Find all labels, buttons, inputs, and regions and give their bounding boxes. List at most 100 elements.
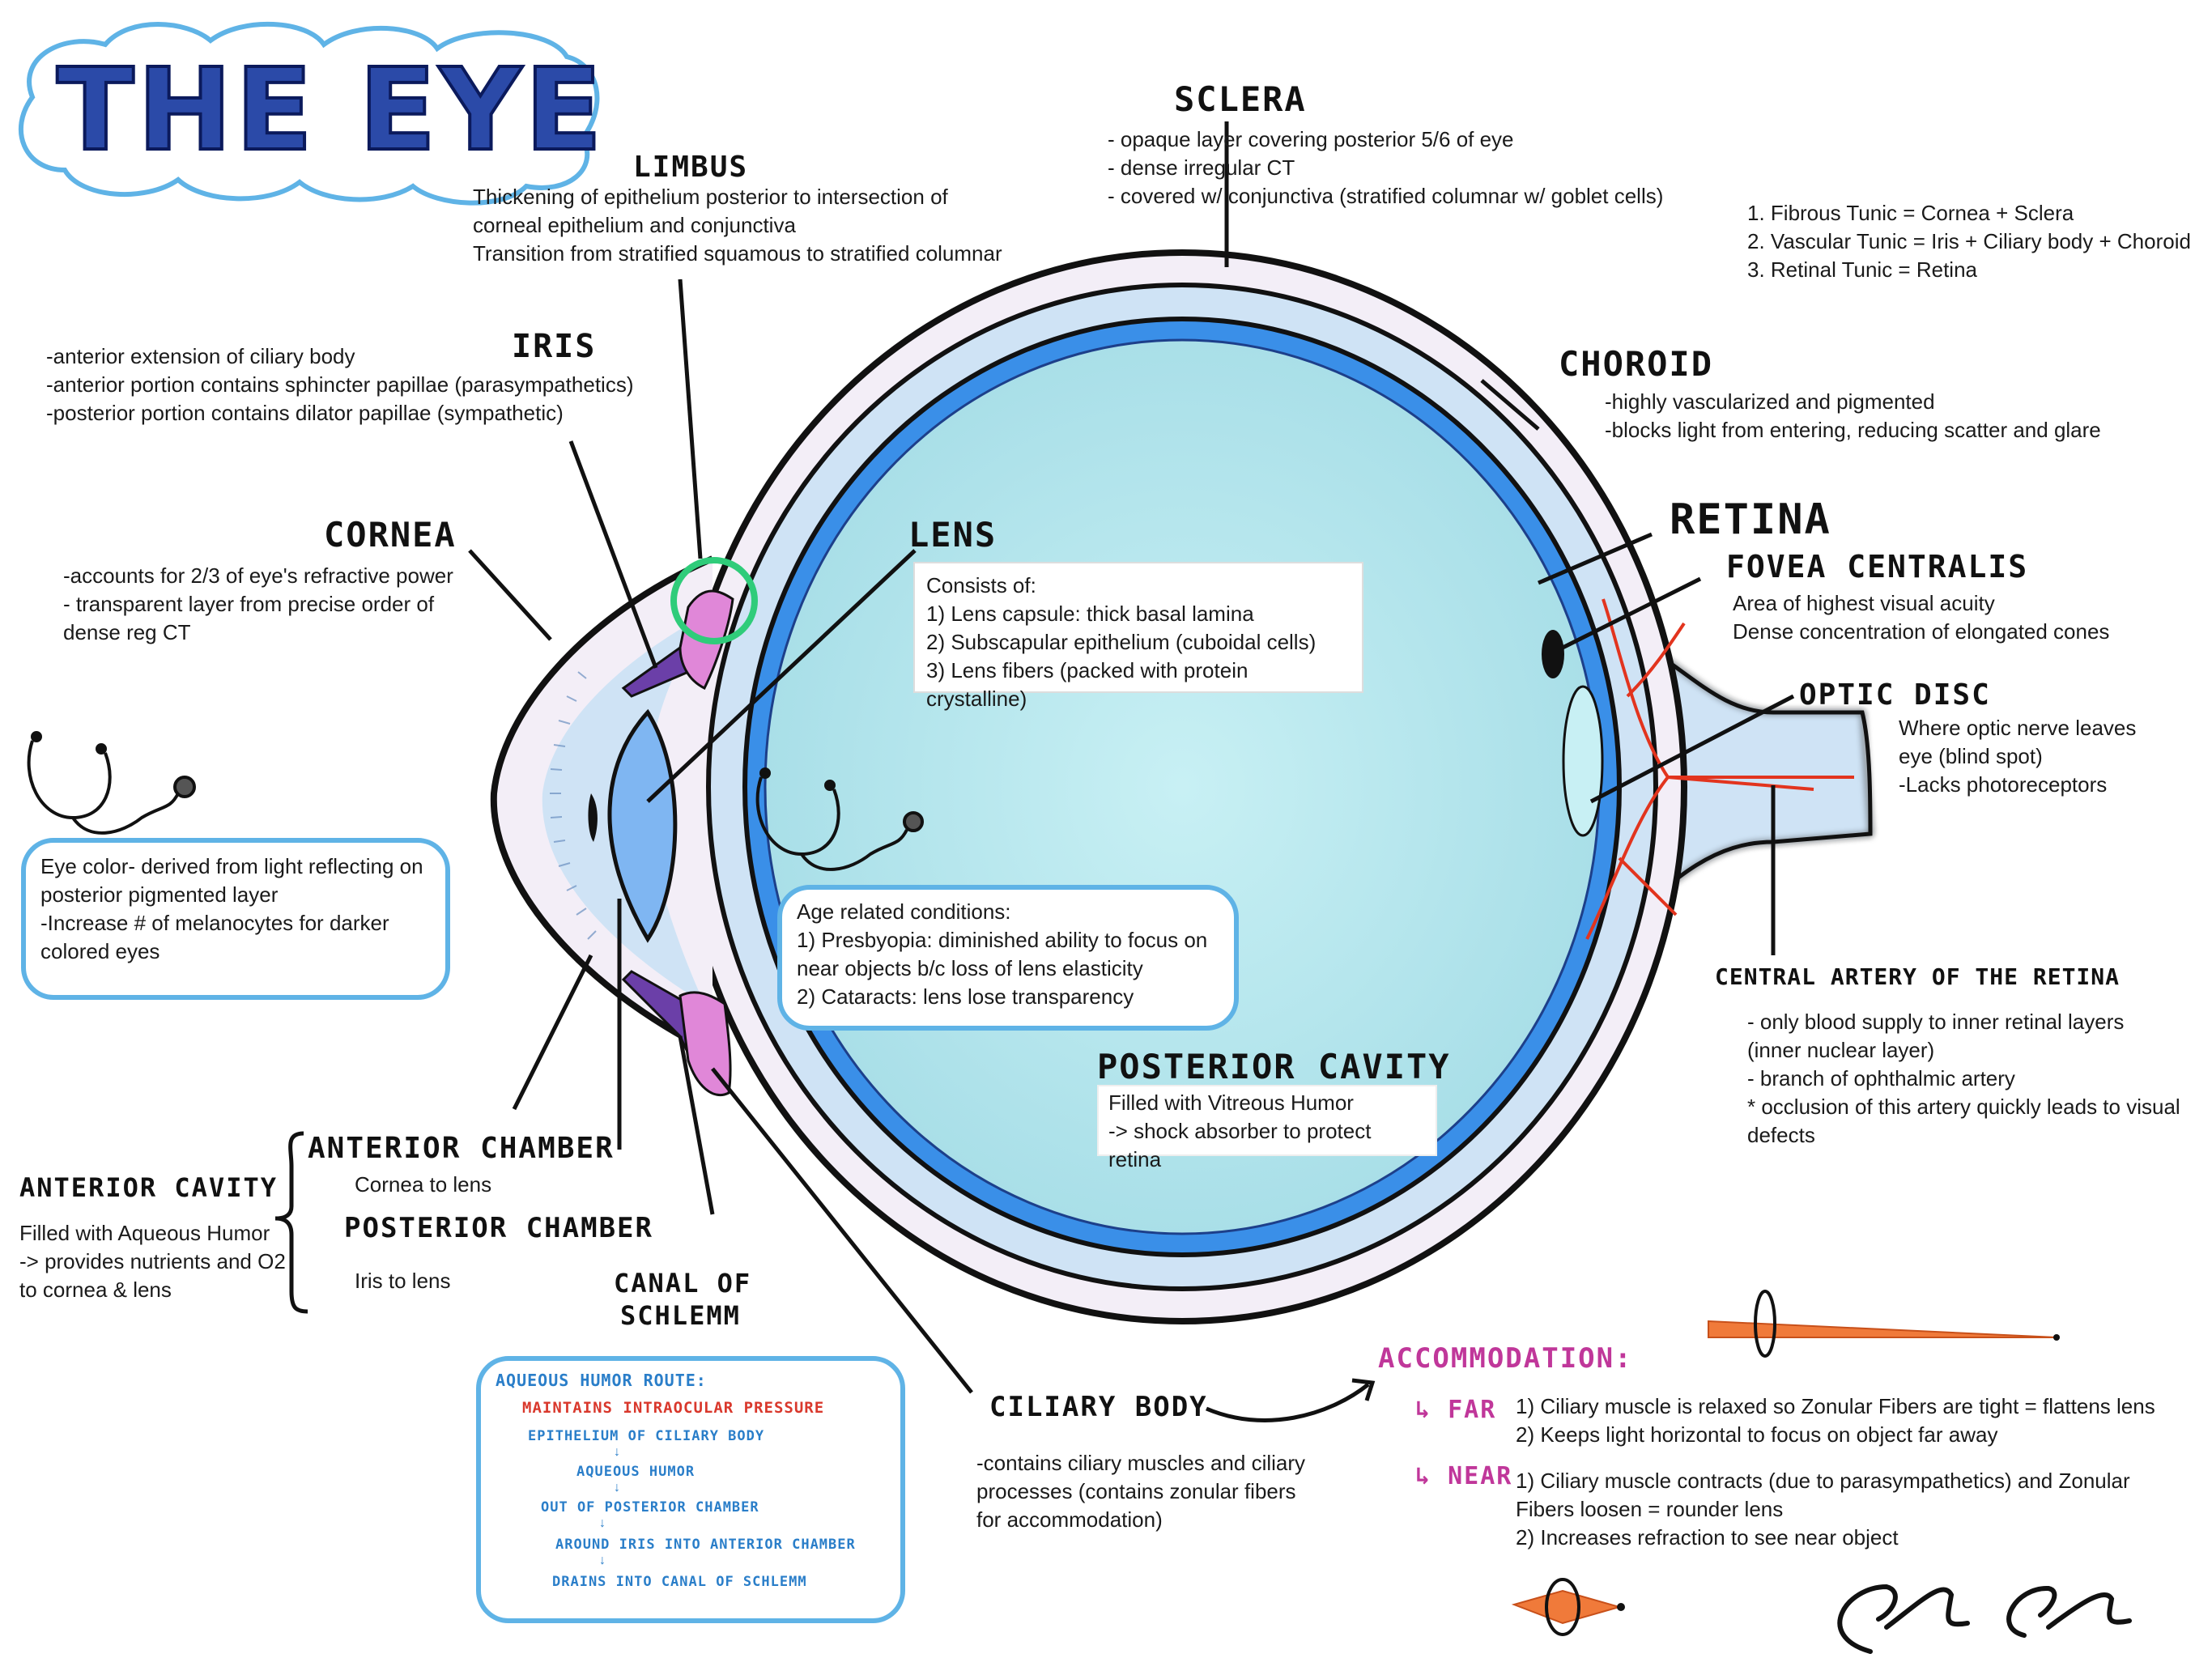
central-artery-line: (inner nuclear layer) bbox=[1747, 1038, 1935, 1062]
cornea-line: - transparent layer from precise order o… bbox=[63, 592, 435, 616]
central-artery-line: * occlusion of this artery quickly leads… bbox=[1747, 1095, 2180, 1119]
cornea-description: -accounts for 2/3 of eye's refractive po… bbox=[63, 562, 453, 647]
choroid-line: -highly vascularized and pigmented bbox=[1605, 389, 1935, 414]
iris-description: -anterior extension of ciliary body -ant… bbox=[46, 342, 633, 427]
ciliary-body-line: -contains ciliary muscles and ciliary bbox=[976, 1451, 1306, 1475]
eye-color-text: Eye color- derived from light reflecting… bbox=[40, 852, 431, 966]
anterior-cavity-description: Filled with Aqueous Humor -> provides nu… bbox=[19, 1219, 286, 1304]
aqueous-route-step: OUT OF POSTERIOR CHAMBER bbox=[541, 1499, 759, 1516]
ciliary-body-description: -contains ciliary muscles and ciliary pr… bbox=[976, 1449, 1305, 1534]
lens-description: Consists of: 1) Lens capsule: thick basa… bbox=[913, 562, 1363, 711]
central-artery-line: - branch of ophthalmic artery bbox=[1747, 1066, 2015, 1090]
tunics-list: 1. Fibrous Tunic = Cornea + Sclera 2. Va… bbox=[1747, 199, 2191, 284]
tunic-item: 3. Retinal Tunic = Retina bbox=[1747, 257, 1977, 282]
limbus-line: Thickening of epithelium posterior to in… bbox=[473, 185, 948, 209]
lens-line: Consists of: bbox=[926, 573, 1036, 597]
accommodation-far-label: ↳ FAR bbox=[1415, 1396, 1497, 1424]
iris-line: -anterior portion contains sphincter pap… bbox=[46, 372, 634, 397]
leader-lines bbox=[274, 121, 1795, 1422]
central-artery-description: - only blood supply to inner retinal lay… bbox=[1747, 1008, 2180, 1150]
posterior-cavity-line: Filled with Vitreous Humor bbox=[1108, 1090, 1354, 1115]
down-arrow-icon: ↓ bbox=[599, 1554, 606, 1567]
central-artery-heading: CENTRAL ARTERY OF THE RETINA bbox=[1715, 963, 2121, 990]
sclera-line: - covered w/ conjunctiva (stratified col… bbox=[1108, 184, 1664, 208]
eye-color-line: Eye color- derived from light reflecting… bbox=[40, 854, 423, 878]
age-conditions-line: 1) Presbyopia: diminished ability to foc… bbox=[797, 928, 1208, 952]
eye-color-line: -Increase # of melanocytes for darker bbox=[40, 911, 389, 935]
accommodation-near-text: 1) Ciliary muscle contracts (due to para… bbox=[1516, 1467, 2130, 1552]
age-conditions-note: Age related conditions: 1) Presbyopia: d… bbox=[777, 885, 1239, 1031]
anterior-cavity-heading: ANTERIOR CAVITY bbox=[19, 1172, 278, 1203]
accommodation-near-line: Fibers loosen = rounder lens bbox=[1516, 1497, 1784, 1521]
tunic-item: 1. Fibrous Tunic = Cornea + Sclera bbox=[1747, 201, 2074, 225]
posterior-cavity-description: Filled with Vitreous Humor -> shock abso… bbox=[1097, 1085, 1437, 1171]
choroid-line: -blocks light from entering, reducing sc… bbox=[1605, 418, 2101, 442]
down-arrow-icon: ↓ bbox=[614, 1445, 620, 1459]
tunic-item: 2. Vascular Tunic = Iris + Ciliary body … bbox=[1747, 229, 2191, 253]
accommodation-near-line: 2) Increases refraction to see near obje… bbox=[1516, 1525, 1899, 1550]
aqueous-route-step: MAINTAINS INTRAOCULAR PRESSURE bbox=[522, 1399, 825, 1417]
near-lens-diagram bbox=[1511, 1578, 1625, 1636]
aqueous-route-step: AQUEOUS HUMOR bbox=[576, 1464, 696, 1480]
down-arrow-icon: ↓ bbox=[614, 1481, 620, 1494]
ciliary-body-line: for accommodation) bbox=[976, 1507, 1163, 1532]
far-lens-diagram bbox=[1708, 1290, 2060, 1358]
cornea-heading: CORNEA bbox=[324, 515, 457, 555]
accommodation-near-line: 1) Ciliary muscle contracts (due to para… bbox=[1516, 1469, 2130, 1493]
anterior-cavity-line: Filled with Aqueous Humor bbox=[19, 1221, 270, 1245]
accommodation-far-line: 1) Ciliary muscle is relaxed so Zonular … bbox=[1516, 1394, 2155, 1418]
fovea-description: Area of highest visual acuity Dense conc… bbox=[1733, 589, 2109, 646]
eye-color-line: colored eyes bbox=[40, 939, 160, 963]
retina-heading: RETINA bbox=[1670, 495, 1831, 544]
canal-heading-1: CANAL OF bbox=[614, 1268, 752, 1299]
eye-color-line: posterior pigmented layer bbox=[40, 882, 279, 907]
posterior-cavity-line: -> shock absorber to protect retina bbox=[1108, 1119, 1372, 1171]
iris-heading: IRIS bbox=[512, 328, 597, 365]
limbus-heading: LIMBUS bbox=[633, 151, 749, 184]
cornea-line: dense reg CT bbox=[63, 620, 191, 644]
posterior-chamber-heading: POSTERIOR CHAMBER bbox=[344, 1212, 653, 1244]
lens-line: 3) Lens fibers (packed with protein crys… bbox=[926, 658, 1249, 711]
sclera-line: - opaque layer covering posterior 5/6 of… bbox=[1108, 127, 1514, 151]
aqueous-route-title: AQUEOUS HUMOR ROUTE: bbox=[496, 1371, 707, 1390]
posterior-cavity-heading: POSTERIOR CAVITY bbox=[1097, 1047, 1451, 1086]
central-artery-line: defects bbox=[1747, 1123, 1815, 1147]
optic-disc-line: eye (blind spot) bbox=[1899, 744, 2043, 768]
age-conditions-line: 2) Cataracts: lens lose transparency bbox=[797, 984, 1134, 1009]
aqueous-route-note bbox=[476, 1356, 905, 1623]
lens-line: 2) Subscapular epithelium (cuboidal cell… bbox=[926, 630, 1317, 654]
iris-line: -posterior portion contains dilator papi… bbox=[46, 401, 564, 425]
down-arrow-icon: ↓ bbox=[599, 1516, 606, 1530]
fovea-line: Area of highest visual acuity bbox=[1733, 591, 1995, 615]
stethoscope-icon bbox=[27, 731, 196, 835]
age-conditions-line: Age related conditions: bbox=[797, 899, 1011, 924]
sclera-heading: SCLERA bbox=[1174, 79, 1307, 119]
accommodation-far-text: 1) Ciliary muscle is relaxed so Zonular … bbox=[1516, 1392, 2155, 1449]
fovea-heading: FOVEA CENTRALIS bbox=[1726, 549, 2029, 585]
accommodation-far-line: 2) Keeps light horizontal to focus on ob… bbox=[1516, 1422, 1998, 1447]
accommodation-near-label: ↳ NEAR bbox=[1415, 1462, 1513, 1490]
lens-heading: LENS bbox=[908, 515, 998, 555]
title-cloud-shape bbox=[18, 21, 600, 206]
ciliary-body-heading: CILIARY BODY bbox=[989, 1391, 1208, 1423]
choroid-description: -highly vascularized and pigmented -bloc… bbox=[1605, 388, 2101, 444]
age-conditions-text: Age related conditions: 1) Presbyopia: d… bbox=[797, 898, 1219, 1011]
ciliary-body-line: processes (contains zonular fibers bbox=[976, 1479, 1296, 1503]
limbus-line: corneal epithelium and conjunctiva bbox=[473, 213, 796, 237]
central-artery-line: - only blood supply to inner retinal lay… bbox=[1747, 1010, 2125, 1034]
anterior-cavity-line: to cornea & lens bbox=[19, 1278, 172, 1302]
limbus-description: Thickening of epithelium posterior to in… bbox=[473, 183, 1002, 268]
page-title: THE EYE bbox=[55, 43, 606, 178]
fovea-line: Dense concentration of elongated cones bbox=[1733, 619, 2110, 644]
optic-disc-line: Where optic nerve leaves bbox=[1899, 716, 2137, 740]
posterior-chamber-text: Iris to lens bbox=[355, 1269, 451, 1293]
age-conditions-line: near objects b/c loss of lens elasticity bbox=[797, 956, 1143, 980]
sclera-description: - opaque layer covering posterior 5/6 of… bbox=[1108, 125, 1663, 210]
anterior-chamber-heading: ANTERIOR CHAMBER bbox=[308, 1132, 615, 1165]
optic-disc-line: -Lacks photoreceptors bbox=[1899, 772, 2108, 797]
lens-line: 1) Lens capsule: thick basal lamina bbox=[926, 602, 1254, 626]
anterior-chamber-text: Cornea to lens bbox=[355, 1172, 492, 1197]
sclera-line: - dense irregular CT bbox=[1108, 155, 1295, 180]
limbus-line: Transition from stratified squamous to s… bbox=[473, 241, 1002, 266]
canal-heading-2: SCHLEMM bbox=[620, 1300, 741, 1331]
